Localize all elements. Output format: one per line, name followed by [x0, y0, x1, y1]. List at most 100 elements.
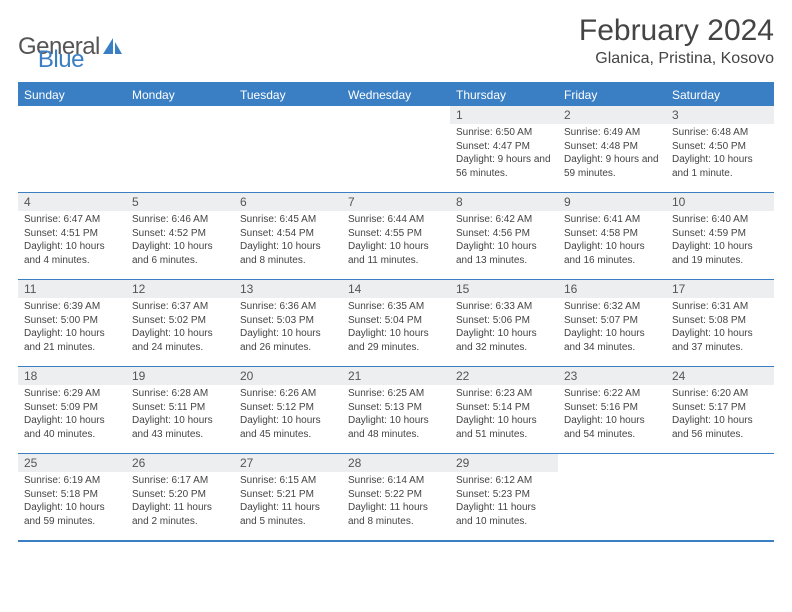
- sunset-text: Sunset: 4:52 PM: [132, 227, 228, 241]
- daylight-text: Daylight: 10 hours and 19 minutes.: [672, 240, 768, 267]
- day-number: 24: [666, 367, 774, 385]
- sunrise-text: Sunrise: 6:19 AM: [24, 474, 120, 488]
- calendar-day-cell: 5Sunrise: 6:46 AMSunset: 4:52 PMDaylight…: [126, 193, 234, 279]
- calendar-day-cell: 21Sunrise: 6:25 AMSunset: 5:13 PMDayligh…: [342, 367, 450, 453]
- sunrise-text: Sunrise: 6:47 AM: [24, 213, 120, 227]
- calendar-day-cell: [234, 106, 342, 192]
- calendar-day-cell: 3Sunrise: 6:48 AMSunset: 4:50 PMDaylight…: [666, 106, 774, 192]
- calendar-day-cell: 14Sunrise: 6:35 AMSunset: 5:04 PMDayligh…: [342, 280, 450, 366]
- calendar-day-cell: 29Sunrise: 6:12 AMSunset: 5:23 PMDayligh…: [450, 454, 558, 540]
- calendar-day-cell: 25Sunrise: 6:19 AMSunset: 5:18 PMDayligh…: [18, 454, 126, 540]
- day-number: 28: [342, 454, 450, 472]
- sunset-text: Sunset: 5:02 PM: [132, 314, 228, 328]
- day-details: Sunrise: 6:36 AMSunset: 5:03 PMDaylight:…: [234, 298, 342, 358]
- calendar-day-cell: 4Sunrise: 6:47 AMSunset: 4:51 PMDaylight…: [18, 193, 126, 279]
- day-details: Sunrise: 6:20 AMSunset: 5:17 PMDaylight:…: [666, 385, 774, 445]
- weekday-header: Thursday: [450, 84, 558, 106]
- daylight-text: Daylight: 11 hours and 5 minutes.: [240, 501, 336, 528]
- day-details: Sunrise: 6:47 AMSunset: 4:51 PMDaylight:…: [18, 211, 126, 271]
- sunrise-text: Sunrise: 6:14 AM: [348, 474, 444, 488]
- page-header: General Blue February 2024 Glanica, Pris…: [18, 14, 774, 74]
- sunset-text: Sunset: 4:59 PM: [672, 227, 768, 241]
- day-number: 17: [666, 280, 774, 298]
- day-number: 22: [450, 367, 558, 385]
- day-details: Sunrise: 6:23 AMSunset: 5:14 PMDaylight:…: [450, 385, 558, 445]
- day-details: Sunrise: 6:49 AMSunset: 4:48 PMDaylight:…: [558, 124, 666, 184]
- calendar-day-cell: 8Sunrise: 6:42 AMSunset: 4:56 PMDaylight…: [450, 193, 558, 279]
- sunrise-text: Sunrise: 6:15 AM: [240, 474, 336, 488]
- sunset-text: Sunset: 5:09 PM: [24, 401, 120, 415]
- calendar-day-cell: 27Sunrise: 6:15 AMSunset: 5:21 PMDayligh…: [234, 454, 342, 540]
- daylight-text: Daylight: 9 hours and 56 minutes.: [456, 153, 552, 180]
- day-number: 15: [450, 280, 558, 298]
- daylight-text: Daylight: 11 hours and 2 minutes.: [132, 501, 228, 528]
- sunrise-text: Sunrise: 6:22 AM: [564, 387, 660, 401]
- daylight-text: Daylight: 10 hours and 56 minutes.: [672, 414, 768, 441]
- day-details: Sunrise: 6:44 AMSunset: 4:55 PMDaylight:…: [342, 211, 450, 271]
- sunrise-text: Sunrise: 6:41 AM: [564, 213, 660, 227]
- daylight-text: Daylight: 10 hours and 13 minutes.: [456, 240, 552, 267]
- daylight-text: Daylight: 10 hours and 37 minutes.: [672, 327, 768, 354]
- sunrise-text: Sunrise: 6:33 AM: [456, 300, 552, 314]
- daylight-text: Daylight: 10 hours and 59 minutes.: [24, 501, 120, 528]
- calendar-body: 1Sunrise: 6:50 AMSunset: 4:47 PMDaylight…: [18, 106, 774, 542]
- daylight-text: Daylight: 10 hours and 34 minutes.: [564, 327, 660, 354]
- day-number: 26: [126, 454, 234, 472]
- sunrise-text: Sunrise: 6:26 AM: [240, 387, 336, 401]
- day-details: Sunrise: 6:22 AMSunset: 5:16 PMDaylight:…: [558, 385, 666, 445]
- day-number: 29: [450, 454, 558, 472]
- calendar-day-cell: [126, 106, 234, 192]
- sunrise-text: Sunrise: 6:36 AM: [240, 300, 336, 314]
- sunrise-text: Sunrise: 6:40 AM: [672, 213, 768, 227]
- calendar-day-cell: 24Sunrise: 6:20 AMSunset: 5:17 PMDayligh…: [666, 367, 774, 453]
- calendar-week-row: 1Sunrise: 6:50 AMSunset: 4:47 PMDaylight…: [18, 106, 774, 193]
- day-number: 7: [342, 193, 450, 211]
- calendar-day-cell: 28Sunrise: 6:14 AMSunset: 5:22 PMDayligh…: [342, 454, 450, 540]
- sunset-text: Sunset: 5:18 PM: [24, 488, 120, 502]
- daylight-text: Daylight: 10 hours and 32 minutes.: [456, 327, 552, 354]
- sunset-text: Sunset: 5:11 PM: [132, 401, 228, 415]
- day-number: 8: [450, 193, 558, 211]
- weekday-header-row: SundayMondayTuesdayWednesdayThursdayFrid…: [18, 84, 774, 106]
- calendar-week-row: 4Sunrise: 6:47 AMSunset: 4:51 PMDaylight…: [18, 193, 774, 280]
- day-number: 4: [18, 193, 126, 211]
- daylight-text: Daylight: 10 hours and 45 minutes.: [240, 414, 336, 441]
- day-details: Sunrise: 6:14 AMSunset: 5:22 PMDaylight:…: [342, 472, 450, 532]
- sunset-text: Sunset: 5:16 PM: [564, 401, 660, 415]
- day-number: 23: [558, 367, 666, 385]
- daylight-text: Daylight: 11 hours and 8 minutes.: [348, 501, 444, 528]
- sunset-text: Sunset: 4:54 PM: [240, 227, 336, 241]
- daylight-text: Daylight: 10 hours and 29 minutes.: [348, 327, 444, 354]
- calendar: SundayMondayTuesdayWednesdayThursdayFrid…: [18, 82, 774, 542]
- month-title: February 2024: [579, 14, 774, 48]
- calendar-day-cell: [342, 106, 450, 192]
- weekday-header: Wednesday: [342, 84, 450, 106]
- sunrise-text: Sunrise: 6:25 AM: [348, 387, 444, 401]
- calendar-week-row: 18Sunrise: 6:29 AMSunset: 5:09 PMDayligh…: [18, 367, 774, 454]
- day-details: Sunrise: 6:25 AMSunset: 5:13 PMDaylight:…: [342, 385, 450, 445]
- day-details: Sunrise: 6:28 AMSunset: 5:11 PMDaylight:…: [126, 385, 234, 445]
- sunset-text: Sunset: 5:14 PM: [456, 401, 552, 415]
- daylight-text: Daylight: 10 hours and 6 minutes.: [132, 240, 228, 267]
- calendar-day-cell: 13Sunrise: 6:36 AMSunset: 5:03 PMDayligh…: [234, 280, 342, 366]
- calendar-day-cell: 7Sunrise: 6:44 AMSunset: 4:55 PMDaylight…: [342, 193, 450, 279]
- location-text: Glanica, Pristina, Kosovo: [579, 50, 774, 68]
- sunset-text: Sunset: 4:56 PM: [456, 227, 552, 241]
- calendar-day-cell: 19Sunrise: 6:28 AMSunset: 5:11 PMDayligh…: [126, 367, 234, 453]
- sunrise-text: Sunrise: 6:50 AM: [456, 126, 552, 140]
- sunrise-text: Sunrise: 6:29 AM: [24, 387, 120, 401]
- calendar-day-cell: 9Sunrise: 6:41 AMSunset: 4:58 PMDaylight…: [558, 193, 666, 279]
- calendar-week-row: 11Sunrise: 6:39 AMSunset: 5:00 PMDayligh…: [18, 280, 774, 367]
- daylight-text: Daylight: 10 hours and 16 minutes.: [564, 240, 660, 267]
- sunrise-text: Sunrise: 6:20 AM: [672, 387, 768, 401]
- sunset-text: Sunset: 5:13 PM: [348, 401, 444, 415]
- day-number: 5: [126, 193, 234, 211]
- sunset-text: Sunset: 5:22 PM: [348, 488, 444, 502]
- sunset-text: Sunset: 5:08 PM: [672, 314, 768, 328]
- calendar-day-cell: 1Sunrise: 6:50 AMSunset: 4:47 PMDaylight…: [450, 106, 558, 192]
- sunrise-text: Sunrise: 6:28 AM: [132, 387, 228, 401]
- day-number: 20: [234, 367, 342, 385]
- sunrise-text: Sunrise: 6:45 AM: [240, 213, 336, 227]
- calendar-day-cell: 6Sunrise: 6:45 AMSunset: 4:54 PMDaylight…: [234, 193, 342, 279]
- day-details: Sunrise: 6:46 AMSunset: 4:52 PMDaylight:…: [126, 211, 234, 271]
